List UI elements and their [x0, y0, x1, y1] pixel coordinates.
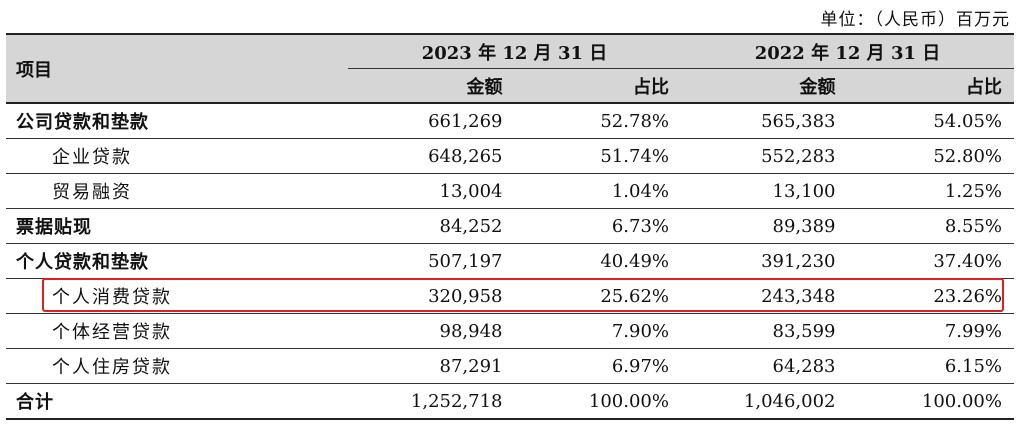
cell-ratio-2022: 1.25%	[847, 173, 1014, 209]
row-label: 个人消费贷款	[6, 278, 348, 314]
cell-amount-2023: 648,265	[348, 138, 515, 174]
cell-ratio-2023: 52.78%	[514, 103, 681, 139]
row-label: 个人住房贷款	[6, 348, 348, 384]
row-label: 个人贷款和垫款	[6, 243, 348, 279]
table-header: 项目 2023 年 12 月 31 日 2022 年 12 月 31 日 金额 …	[6, 33, 1014, 104]
cell-amount-2023: 87,291	[348, 348, 515, 384]
cell-ratio-2023: 100.00%	[514, 383, 681, 420]
row-label: 合计	[6, 383, 348, 420]
cell-ratio-2022: 7.99%	[847, 313, 1014, 349]
table-row-total: 合计 1,252,718 100.00% 1,046,002 100.00%	[6, 383, 1014, 420]
column-header-item: 项目	[6, 33, 348, 104]
row-label: 公司贷款和垫款	[6, 103, 348, 139]
column-header-amount-2023: 金额	[348, 68, 515, 104]
unit-note: 单位：（人民币）百万元	[820, 10, 1010, 30]
table-row-housing-loans: 个人住房贷款 87,291 6.97% 64,283 6.15%	[6, 348, 1014, 384]
loan-composition-table: 项目 2023 年 12 月 31 日 2022 年 12 月 31 日 金额 …	[6, 33, 1014, 420]
cell-ratio-2022: 8.55%	[847, 208, 1014, 244]
cell-amount-2022: 64,283	[681, 348, 848, 384]
cell-ratio-2023: 7.90%	[514, 313, 681, 349]
cell-ratio-2023: 51.74%	[514, 138, 681, 174]
table-row-personal-loans: 个人贷款和垫款 507,197 40.49% 391,230 37.40%	[6, 243, 1014, 279]
cell-amount-2022: 13,100	[681, 173, 848, 209]
cell-amount-2022: 552,283	[681, 138, 848, 174]
table-row-business-operation-loans: 个体经营贷款 98,948 7.90% 83,599 7.99%	[6, 313, 1014, 349]
table-row-consumer-loans: 个人消费贷款 320,958 25.62% 243,348 23.26%	[6, 278, 1014, 314]
column-header-amount-2022: 金额	[681, 68, 848, 104]
cell-ratio-2022: 54.05%	[847, 103, 1014, 139]
row-label: 贸易融资	[6, 173, 348, 209]
header-row-measures: 金额 占比 金额 占比	[6, 68, 1014, 104]
header-row-periods: 项目 2023 年 12 月 31 日 2022 年 12 月 31 日	[6, 33, 1014, 104]
cell-ratio-2023: 1.04%	[514, 173, 681, 209]
cell-amount-2023: 13,004	[348, 173, 515, 209]
table-row-discounted-bills: 票据贴现 84,252 6.73% 89,389 8.55%	[6, 208, 1014, 244]
row-label: 企业贷款	[6, 138, 348, 174]
table-row-enterprise-loans: 企业贷款 648,265 51.74% 552,283 52.80%	[6, 138, 1014, 174]
table-row-trade-finance: 贸易融资 13,004 1.04% 13,100 1.25%	[6, 173, 1014, 209]
table-body: 公司贷款和垫款 661,269 52.78% 565,383 54.05% 企业…	[6, 103, 1014, 420]
cell-ratio-2023: 6.97%	[514, 348, 681, 384]
cell-amount-2022: 565,383	[681, 103, 848, 139]
cell-amount-2022: 391,230	[681, 243, 848, 279]
cell-ratio-2022: 52.80%	[847, 138, 1014, 174]
cell-amount-2023: 661,269	[348, 103, 515, 139]
cell-amount-2022: 89,389	[681, 208, 848, 244]
cell-amount-2022: 1,046,002	[681, 383, 848, 420]
column-header-ratio-2023: 占比	[514, 68, 681, 104]
cell-amount-2023: 1,252,718	[348, 383, 515, 420]
row-label: 个体经营贷款	[6, 313, 348, 349]
cell-ratio-2022: 23.26%	[847, 278, 1014, 314]
row-label: 票据贴现	[6, 208, 348, 244]
table-row-corporate-loans: 公司贷款和垫款 661,269 52.78% 565,383 54.05%	[6, 103, 1014, 139]
cell-amount-2023: 320,958	[348, 278, 515, 314]
cell-ratio-2023: 40.49%	[514, 243, 681, 279]
cell-amount-2023: 507,197	[348, 243, 515, 279]
cell-amount-2022: 83,599	[681, 313, 848, 349]
cell-amount-2023: 98,948	[348, 313, 515, 349]
cell-ratio-2023: 6.73%	[514, 208, 681, 244]
cell-ratio-2023: 25.62%	[514, 278, 681, 314]
cell-ratio-2022: 37.40%	[847, 243, 1014, 279]
cell-ratio-2022: 6.15%	[847, 348, 1014, 384]
cell-ratio-2022: 100.00%	[847, 383, 1014, 420]
column-header-period-2023: 2023 年 12 月 31 日	[348, 33, 681, 69]
cell-amount-2023: 84,252	[348, 208, 515, 244]
cell-amount-2022: 243,348	[681, 278, 848, 314]
column-header-period-2022: 2022 年 12 月 31 日	[681, 33, 1014, 69]
column-header-ratio-2022: 占比	[847, 68, 1014, 104]
